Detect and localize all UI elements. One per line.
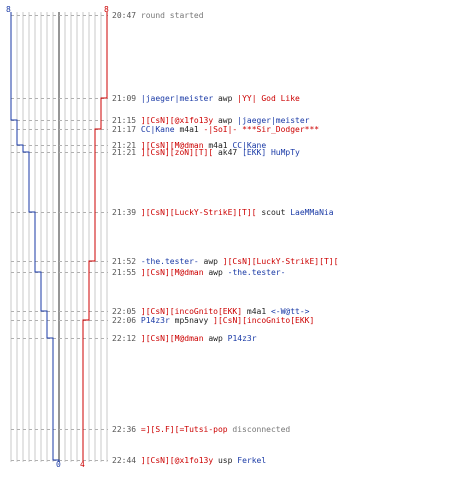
player-name: CC|Kane [232, 141, 267, 150]
event-time: 21:52 [112, 257, 141, 266]
player-name: ][CsN][zoN][T][ [140, 148, 214, 157]
player-name: <-W@tt-> [270, 307, 310, 316]
player-name: -the.tester- [227, 268, 286, 277]
event-weapon: awp [203, 334, 228, 343]
event-time: 21:15 [112, 116, 141, 125]
blue-team-alive-line [10, 12, 60, 462]
red-start-count: 8 [104, 5, 109, 14]
player-name: P14z3r [227, 334, 257, 343]
player-name: Ferkel [237, 456, 267, 465]
event-weapon: scout [256, 208, 291, 217]
player-name: |jaeger|meister [237, 116, 310, 125]
event-row: 21:21 ][CsN][M@dman m4a1 CC|Kane [112, 141, 266, 150]
event-weapon: m4a1 [174, 125, 204, 134]
player-name: ][CsN][M@dman [140, 141, 204, 150]
player-name: LaeMMaNia [290, 208, 334, 217]
event-row: 21:55 ][CsN][M@dman awp -the.tester- [112, 268, 285, 277]
event-time: 22:06 [112, 316, 141, 325]
player-name: |YY| God Like [237, 94, 300, 103]
event-row: 21:52 -the.tester- awp ][CsN][LuckY-Stri… [112, 257, 338, 266]
event-weapon: ak47 [213, 148, 243, 157]
event-row: 20:47 round started [112, 11, 204, 20]
event-weapon: m4a1 [203, 141, 233, 150]
player-name: ][CsN][@x1fo13y [140, 116, 214, 125]
player-name: ][CsN][incoGnito[EKK] [140, 307, 243, 316]
player-name: ][CsN][LuckY-StrikE][T][ [140, 208, 257, 217]
event-row: 21:39 ][CsN][LuckY-StrikE][T][ scout Lae… [112, 208, 334, 217]
player-name: ][CsN][incoGnito[EKK] [213, 316, 315, 325]
blue-end-count: 0 [56, 460, 61, 469]
event-row: 21:21 ][CsN][zoN][T][ ak47 [EKK] HuMpTy [112, 148, 300, 157]
event-time: 21:21 [112, 141, 141, 150]
event-row: 22:05 ][CsN][incoGnito[EKK] m4a1 <-W@tt-… [112, 307, 310, 316]
event-time: 21:17 [112, 125, 141, 134]
event-time: 21:21 [112, 148, 141, 157]
player-name: ][CsN][@x1fo13y [140, 456, 214, 465]
event-time: 22:44 [112, 456, 141, 465]
event-weapon: awp [198, 257, 223, 266]
event-time: 22:05 [112, 307, 141, 316]
event-weapon: awp [213, 116, 238, 125]
player-name: =][S.F][=Tutsi-pop [140, 425, 228, 434]
event-time: 21:55 [112, 268, 141, 277]
event-time: 22:36 [112, 425, 141, 434]
event-time: 21:09 [112, 94, 141, 103]
event-row: 22:36 =][S.F][=Tutsi-pop disconnected [112, 425, 290, 434]
event-message: disconnected [227, 425, 291, 434]
event-row: 22:44 ][CsN][@x1fo13y usp Ferkel [112, 456, 266, 465]
event-row: 21:15 ][CsN][@x1fo13y awp |jaeger|meiste… [112, 116, 310, 125]
player-name: P14z3r [140, 316, 170, 325]
event-time: 22:12 [112, 334, 141, 343]
player-name: ][CsN][M@dman [140, 268, 204, 277]
timeline-grid [10, 12, 108, 462]
event-weapon: awp [203, 268, 228, 277]
blue-start-count: 8 [6, 5, 11, 14]
event-time: 20:47 [112, 11, 141, 20]
player-name: ][CsN][LuckY-StrikE][T][ [222, 257, 339, 266]
event-row: 21:09 |jaeger|meister awp |YY| God Like [112, 94, 300, 103]
player-name: [EKK] HuMpTy [242, 148, 300, 157]
event-row: 22:12 ][CsN][M@dman awp P14z3r [112, 334, 257, 343]
player-name: CC|Kane [140, 125, 175, 134]
event-message: round started [140, 11, 204, 20]
event-time: 21:39 [112, 208, 141, 217]
event-weapon: awp [213, 94, 238, 103]
player-name: ][CsN][M@dman [140, 334, 204, 343]
red-end-count: 4 [80, 460, 85, 469]
event-row: 22:06 P14z3r mp5navy ][CsN][incoGnito[EK… [112, 316, 314, 325]
player-name: -the.tester- [140, 257, 199, 266]
event-weapon: m4a1 [242, 307, 271, 316]
red-team-alive-line [82, 12, 108, 462]
player-name: -|SoI|- ***Sir_Dodger*** [203, 125, 320, 134]
event-weapon: mp5navy [169, 316, 214, 325]
event-weapon: usp [213, 456, 238, 465]
player-name: |jaeger|meister [140, 94, 214, 103]
event-row: 21:17 CC|Kane m4a1 -|SoI|- ***Sir_Dodger… [112, 125, 319, 134]
